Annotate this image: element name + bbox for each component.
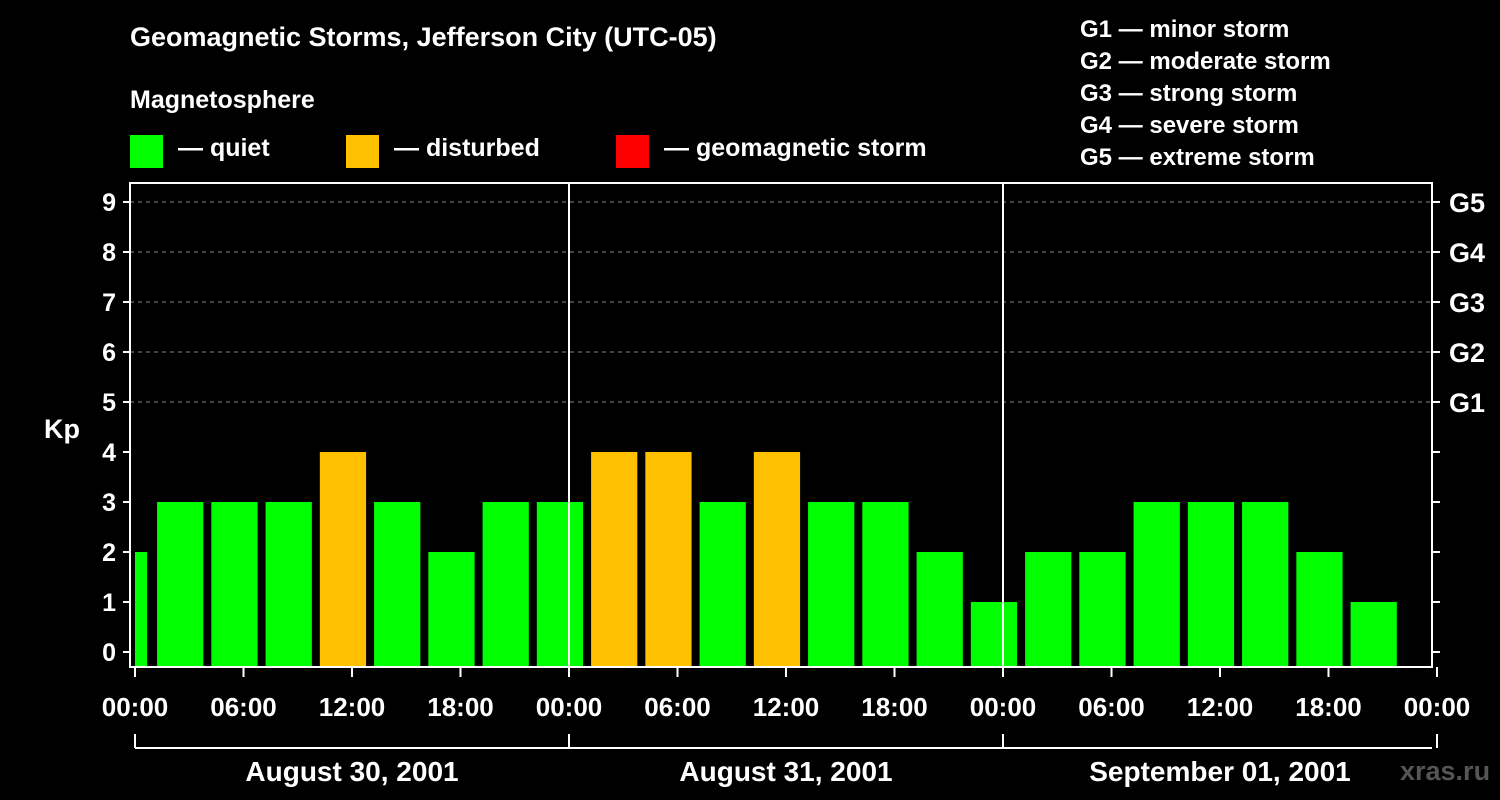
y-axis-label: Kp (44, 414, 80, 444)
x-tick-label: 18:00 (427, 692, 494, 722)
y-tick-label: 0 (102, 639, 116, 667)
g-scale-item: G3 — strong storm (1080, 80, 1298, 107)
y-tick-label: 4 (102, 439, 116, 467)
kp-bar (591, 452, 638, 667)
g-level-label: G2 (1449, 338, 1485, 368)
kp-bar (916, 552, 963, 667)
kp-bar (699, 502, 746, 667)
g-level-label: G1 (1449, 388, 1485, 418)
chart-subtitle: Magnetosphere (130, 86, 315, 114)
x-tick-label: 00:00 (1404, 692, 1471, 722)
legend-swatch-quiet (130, 135, 163, 168)
kp-bar (970, 602, 1018, 667)
g-scale-list: G1 — minor storm G2 — moderate storm G3 … (1080, 14, 1331, 174)
kp-bar (536, 502, 584, 667)
g-level-label: G5 (1449, 188, 1485, 218)
x-tick-label: 00:00 (102, 692, 169, 722)
x-tick-label: 00:00 (970, 692, 1037, 722)
kp-bar (428, 552, 475, 667)
kp-bar (211, 502, 258, 667)
kp-bar (135, 552, 148, 667)
chart-title: Geomagnetic Storms, Jefferson City (UTC-… (130, 22, 717, 52)
x-tick-label: 06:00 (210, 692, 277, 722)
legend-swatch-disturbed (346, 135, 379, 168)
x-tick-label: 12:00 (319, 692, 386, 722)
kp-bar (1187, 502, 1235, 667)
kp-bar (157, 502, 204, 667)
g-level-label: G3 (1449, 288, 1485, 318)
kp-bar (862, 502, 909, 667)
kp-bar (753, 452, 801, 667)
x-tick-label: 00:00 (536, 692, 603, 722)
g-scale-item: G1 — minor storm (1080, 16, 1290, 43)
watermark: xras.ru (1400, 756, 1491, 786)
kp-bar (645, 452, 692, 667)
x-tick-label: 06:00 (644, 692, 711, 722)
g-scale-item: G4 — severe storm (1080, 112, 1299, 139)
g-scale-item: G5 — extreme storm (1080, 144, 1315, 171)
plot-frame (129, 182, 1433, 668)
kp-bar (265, 502, 312, 667)
kp-bar (1350, 602, 1397, 667)
kp-bar (1079, 552, 1126, 667)
day-label: September 01, 2001 (1089, 756, 1351, 787)
x-tick-label: 12:00 (753, 692, 820, 722)
g-level-label: G4 (1449, 238, 1485, 268)
legend-label-storm: — geomagnetic storm (664, 134, 927, 162)
day-label: August 31, 2001 (679, 756, 892, 787)
y-tick-label: 6 (102, 339, 116, 367)
day-label: August 30, 2001 (245, 756, 458, 787)
legend-swatch-storm (616, 135, 649, 168)
kp-bar (374, 502, 421, 667)
legend-label-quiet: — quiet (178, 134, 270, 162)
kp-bar (1133, 502, 1180, 667)
y-tick-label: 9 (102, 189, 116, 217)
x-tick-label: 18:00 (861, 692, 928, 722)
kp-bar (1242, 502, 1289, 667)
kp-bar (808, 502, 855, 667)
legend-label-disturbed: — disturbed (394, 134, 540, 162)
y-tick-label: 3 (102, 489, 116, 517)
kp-bar (482, 502, 529, 667)
y-tick-label: 2 (102, 539, 116, 567)
kp-bar (319, 452, 367, 667)
x-tick-label: 12:00 (1187, 692, 1254, 722)
y-tick-label: 5 (102, 389, 116, 417)
y-tick-label: 1 (102, 589, 116, 617)
g-scale-item: G2 — moderate storm (1080, 48, 1331, 75)
y-tick-label: 8 (102, 239, 116, 267)
kp-bar (1025, 552, 1072, 667)
kp-bar (1296, 552, 1343, 667)
y-tick-label: 7 (102, 289, 116, 317)
x-tick-label: 18:00 (1295, 692, 1362, 722)
x-tick-label: 06:00 (1078, 692, 1145, 722)
